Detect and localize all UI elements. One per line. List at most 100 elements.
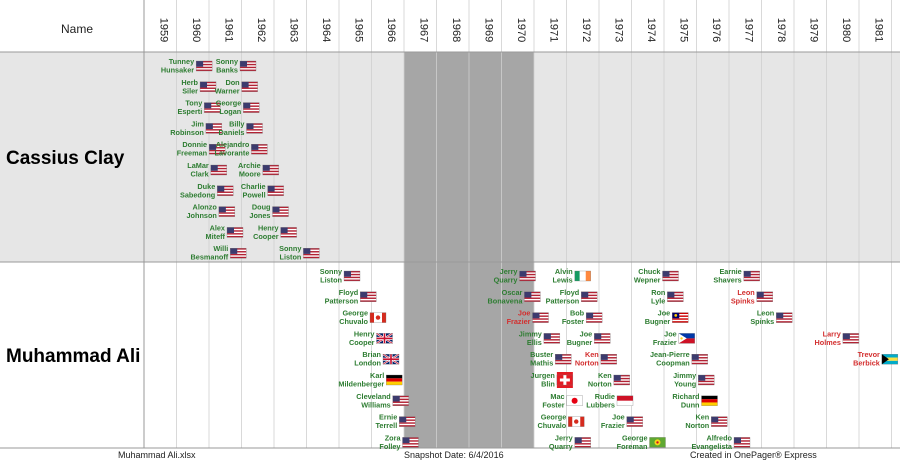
year-tick-label: 1961 <box>222 18 234 42</box>
country-flag-icon <box>600 354 617 365</box>
fight-opponent-label: Alejandro Lavorante <box>215 140 250 158</box>
fight-marker: Henry Cooper <box>349 329 394 347</box>
fight-marker: Jean-Pierre Coopman <box>650 350 708 368</box>
fight-marker: Jerry Quarry <box>549 433 591 451</box>
fight-opponent-label: Earnie Shavers <box>713 267 741 285</box>
country-flag-icon <box>303 248 320 259</box>
country-flag-icon <box>581 291 598 302</box>
fight-opponent-label: Donnie Freeman <box>177 140 207 158</box>
fight-marker: Jurgen Blin <box>531 371 574 389</box>
fight-opponent-label: Henry Cooper <box>349 329 375 347</box>
year-tick-label: 1973 <box>612 18 624 42</box>
fight-opponent-label: Trevor Berbick <box>853 350 881 368</box>
fight-marker: Ken Norton <box>588 371 630 389</box>
fight-opponent-label: Joe Frazier <box>653 329 677 347</box>
fight-opponent-label: Sonny Liston <box>320 267 343 285</box>
fight-opponent-label: Billy Daniels <box>219 119 246 136</box>
fight-marker: Sonny Liston <box>320 267 361 285</box>
fight-marker: Joe Frazier <box>507 309 549 326</box>
year-tick-label: 1979 <box>807 18 819 42</box>
country-flag-icon <box>711 416 728 427</box>
fight-marker: Alfredo Evangelista <box>691 433 751 451</box>
fight-opponent-label: Herb Siler <box>181 78 198 96</box>
country-flag-icon <box>204 102 221 113</box>
fight-opponent-label: Mac Foster <box>542 392 564 410</box>
fight-opponent-label: Alfredo Evangelista <box>691 433 732 451</box>
fight-opponent-label: George Logan <box>216 99 242 117</box>
fight-opponent-label: Joe Frazier <box>601 413 625 431</box>
country-flag-icon <box>217 185 234 196</box>
fight-marker: George Chuvalo <box>537 413 585 430</box>
fight-marker: Bob Foster <box>562 309 603 327</box>
year-tick-label: 1981 <box>872 18 884 42</box>
fight-opponent-label: Jerry Quarry <box>549 433 574 451</box>
fight-opponent-label: Bob Foster <box>562 309 585 327</box>
fight-marker: Alejandro Lavorante <box>215 140 268 158</box>
country-flag-icon <box>272 206 289 217</box>
year-tick-label: 1963 <box>287 18 299 42</box>
fight-marker: Karl Mildenberger <box>338 371 403 389</box>
year-tick-label: 1972 <box>580 18 592 42</box>
fight-marker: Cleveland Williams <box>356 392 409 409</box>
country-flag-icon <box>386 374 403 386</box>
fight-marker: Duke Sabedong <box>180 182 234 199</box>
fight-marker: Henry Cooper <box>253 223 297 241</box>
lane-label: Cassius Clay <box>6 148 125 169</box>
fight-marker: Ken Norton <box>575 350 617 368</box>
country-flag-icon <box>199 81 217 92</box>
country-flag-icon <box>672 312 689 323</box>
country-flag-icon <box>375 332 394 345</box>
country-flag-icon <box>210 164 227 176</box>
year-tick-label: 1971 <box>547 18 559 42</box>
country-flag-icon <box>568 416 585 427</box>
fight-opponent-label: Rudie Lubbers <box>586 392 615 410</box>
fight-opponent-label: Joe Bugner <box>645 309 671 327</box>
year-tick-label: 1960 <box>190 18 202 42</box>
fight-opponent-label: Henry Cooper <box>253 223 279 241</box>
country-flag-icon <box>369 312 387 323</box>
fight-marker: Buster Mathis <box>530 350 572 368</box>
fight-marker: Joe Bugner <box>567 329 611 347</box>
fight-opponent-label: Jimmy Young <box>673 371 697 389</box>
country-flag-icon <box>698 374 715 386</box>
fight-marker: Alonzo Johnson <box>186 203 236 221</box>
fight-marker: Brian London <box>354 350 400 368</box>
fight-opponent-label: Alonzo Johnson <box>186 203 217 221</box>
year-tick-label: 1978 <box>775 18 787 42</box>
year-tick-label: 1977 <box>742 18 754 42</box>
fight-opponent-label: Jerry Quarry <box>494 267 519 285</box>
fight-marker: Richard Dunn <box>672 392 718 409</box>
fight-opponent-label: Ken Norton <box>588 371 612 389</box>
fight-marker: Alvin Lewis <box>552 267 591 285</box>
country-flag-icon <box>205 123 223 134</box>
fight-opponent-label: George Chuvalo <box>339 309 368 327</box>
lane-labels: Cassius Clay Muhammad Ali <box>6 148 140 367</box>
country-flag-icon <box>218 206 236 217</box>
fight-opponent-label: Oscar Bonavena <box>488 288 524 306</box>
fight-opponent-label: Don Warner <box>215 78 240 96</box>
fight-opponent-label: Ernie Terrell <box>375 413 397 431</box>
country-flag-icon <box>626 416 643 427</box>
fight-marker: George Foreman <box>617 433 666 451</box>
country-flag-icon <box>733 437 751 448</box>
lane-label: Muhammad Ali <box>6 346 140 367</box>
fight-marker: Trevor Berbick <box>853 350 899 368</box>
country-flag-icon <box>399 416 416 427</box>
fight-marker: Jimmy Ellis <box>519 329 561 347</box>
fight-marker: Willi Besmanoff <box>191 244 247 262</box>
fight-marker: Ernie Terrell <box>375 413 416 431</box>
fight-opponent-label: Alvin Lewis <box>552 267 572 285</box>
country-flag-icon <box>262 164 279 176</box>
year-tick-label: 1976 <box>710 18 722 42</box>
fight-marker: Tony Esperti <box>178 99 221 116</box>
fight-opponent-label: Chuck Wepner <box>634 267 662 285</box>
fight-markers: Tunney Hunsaker Herb Siler Tony Esperti Jim Rob… <box>161 57 899 451</box>
fight-opponent-label: Ron Lyle <box>651 288 665 306</box>
fight-opponent-label: Sonny Banks <box>216 57 239 75</box>
year-tick-label: 1965 <box>352 18 364 42</box>
country-flag-icon <box>662 270 679 282</box>
country-flag-icon <box>195 60 213 72</box>
fight-opponent-label: Leon Spinks <box>731 288 755 306</box>
fight-marker: Floyd Patterson <box>546 288 598 305</box>
